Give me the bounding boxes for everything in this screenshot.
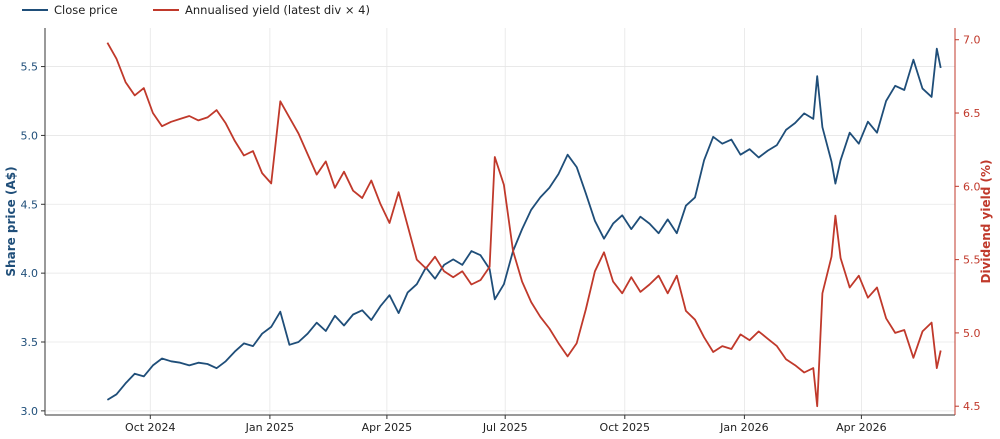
y-right-tick-label: 5.0 [963, 327, 981, 340]
x-tick-label: Apr 2025 [362, 421, 413, 434]
x-tick-label: Jan 2025 [245, 421, 294, 434]
series-lines [106, 42, 942, 408]
series-line-1 [106, 42, 942, 408]
grid [45, 28, 955, 415]
x-tick-label: Oct 2024 [125, 421, 176, 434]
x-tick-label: Oct 2025 [600, 421, 651, 434]
y-right-tick-label: 4.5 [963, 400, 981, 413]
y-right-tick-label: 6.0 [963, 180, 981, 193]
x-tick-label: Jan 2026 [719, 421, 768, 434]
axes: Oct 2024 Jan 2025 Apr 2025 Jul 2025 Oct 2025… [21, 28, 981, 434]
legend: Close price Annualised yield (latest div… [22, 3, 370, 17]
legend-label-annualised-yield: Annualised yield (latest div × 4) [185, 3, 370, 17]
series-line-0 [106, 47, 942, 401]
x-tick-label: Jul 2025 [482, 421, 528, 434]
x-tick-label: Apr 2026 [836, 421, 887, 434]
y-left-tick-label: 4.5 [21, 198, 39, 211]
y-left-tick-label: 3.5 [21, 336, 39, 349]
y-left-tick-label: 5.0 [21, 129, 39, 142]
y-left-tick-label: 3.0 [21, 405, 39, 418]
y-axis-right-title: Dividend yield (%) [979, 160, 993, 284]
y-right-tick-label: 6.5 [963, 107, 981, 120]
legend-label-close-price: Close price [54, 3, 118, 17]
y-right-tick-label: 5.5 [963, 254, 981, 267]
y-axis-left-title: Share price (A$) [4, 166, 18, 276]
y-left-tick-label: 5.5 [21, 61, 39, 74]
y-left-tick-label: 4.0 [21, 267, 39, 280]
y-right-tick-label: 7.0 [963, 34, 981, 47]
